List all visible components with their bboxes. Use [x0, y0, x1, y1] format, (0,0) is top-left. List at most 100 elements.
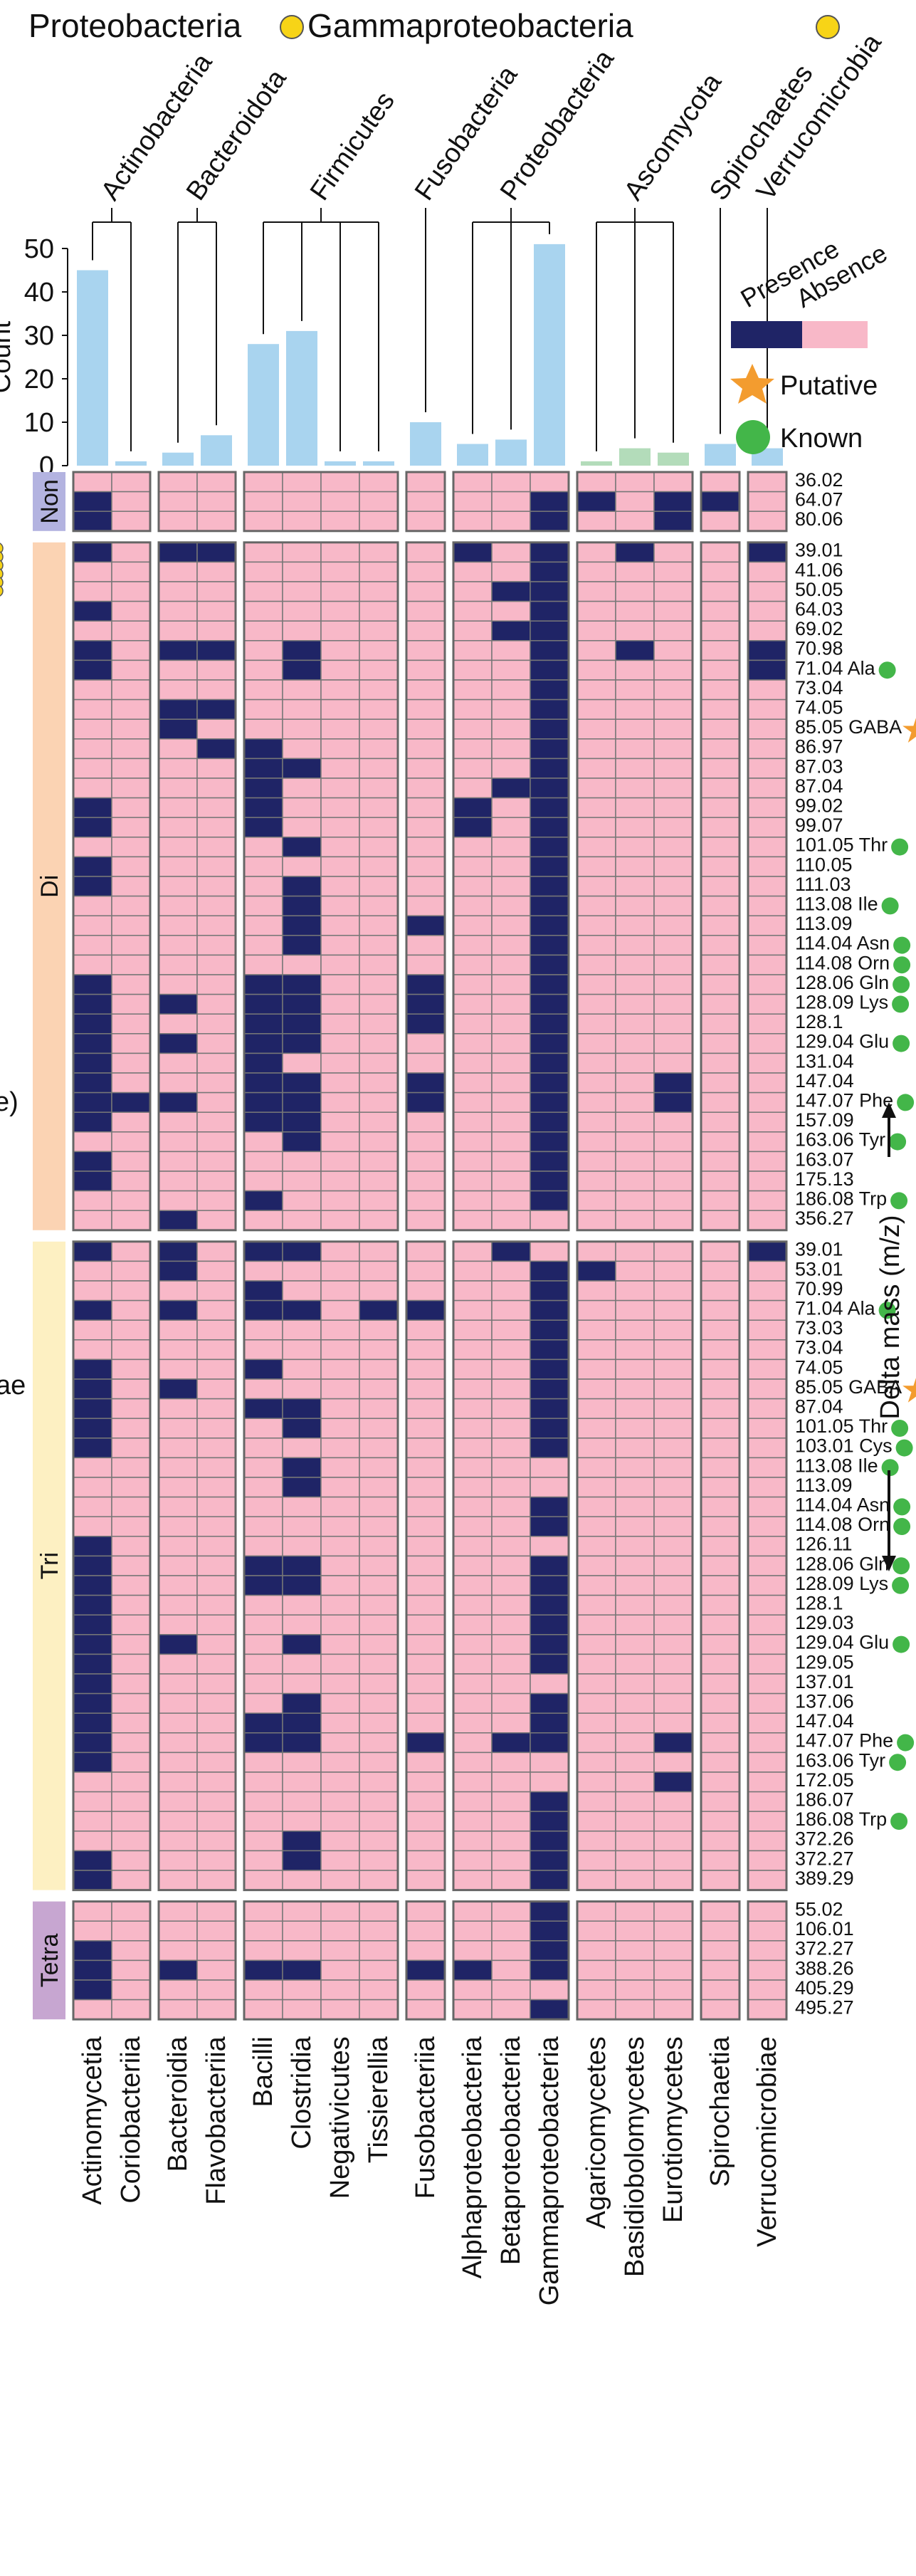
- heat-cell-presence: [73, 1752, 112, 1773]
- heat-cell-absence: [243, 659, 283, 681]
- known-marker-icon: [878, 1302, 896, 1319]
- heat-cell-absence: [615, 1151, 655, 1172]
- heat-cell-absence: [453, 1131, 493, 1153]
- heat-cell-absence: [577, 1692, 616, 1714]
- heat-cell-absence: [320, 1358, 360, 1380]
- heat-cell-absence: [700, 1752, 740, 1773]
- heat-cell-absence: [577, 1151, 616, 1172]
- heat-cell-absence: [196, 1131, 236, 1153]
- heat-cell-absence: [653, 561, 693, 582]
- heat-cell-absence: [406, 895, 446, 916]
- heat-cell-absence: [320, 1033, 360, 1054]
- heat-cell-absence: [653, 1791, 693, 1812]
- heat-cell-absence: [73, 758, 112, 779]
- heat-cell-absence: [653, 1280, 693, 1302]
- heat-cell-absence: [615, 1516, 655, 1537]
- heat-cell-presence: [653, 511, 693, 532]
- heat-cell-absence: [111, 758, 151, 779]
- heat-cell-absence: [406, 1280, 446, 1302]
- heat-cell-absence: [453, 1260, 493, 1282]
- heat-cell-absence: [243, 915, 283, 936]
- heat-cell-absence: [577, 561, 616, 582]
- phylum-block-outline: [452, 471, 570, 533]
- heat-cell-absence: [615, 1594, 655, 1616]
- heat-cell-absence: [747, 1477, 787, 1498]
- heat-cell-absence: [320, 1920, 360, 1942]
- heat-cell-presence: [243, 1241, 283, 1262]
- heat-cell-absence: [747, 1496, 787, 1517]
- heat-cell-absence: [577, 1496, 616, 1517]
- heat-cell-absence: [700, 1959, 740, 1981]
- heat-cell-absence: [282, 600, 322, 622]
- heat-cell-presence: [73, 1959, 112, 1981]
- heat-cell-absence: [577, 1771, 616, 1793]
- heat-cell-absence: [320, 1241, 360, 1262]
- mass-label: 73.03: [795, 1317, 843, 1339]
- heat-cell-absence: [653, 1260, 693, 1282]
- heat-cell-absence: [282, 1870, 322, 1891]
- heat-cell-absence: [615, 1418, 655, 1439]
- heat-cell-absence: [747, 935, 787, 956]
- heat-cell-absence: [453, 1241, 493, 1262]
- heat-cell-presence: [747, 1241, 787, 1262]
- heat-cell-absence: [359, 1979, 399, 2001]
- heat-cell-absence: [111, 1398, 151, 1419]
- heat-cell-absence: [158, 856, 198, 877]
- heat-cell-presence: [282, 1575, 322, 1596]
- heat-cell-absence: [577, 935, 616, 956]
- heat-cell-absence: [491, 1614, 531, 1635]
- heat-cell-absence: [359, 1791, 399, 1812]
- heat-cell-absence: [359, 1940, 399, 1962]
- heat-cell-absence: [747, 1850, 787, 1871]
- heat-cell-absence: [359, 640, 399, 661]
- heat-cell-absence: [73, 1771, 112, 1793]
- heat-cell-absence: [111, 659, 151, 681]
- heat-cell-absence: [577, 895, 616, 916]
- class-label-negativicutes: Negativicutes: [325, 2036, 355, 2199]
- heat-cell-presence: [577, 491, 616, 512]
- heat-cell-absence: [747, 974, 787, 995]
- heat-cell-absence: [700, 777, 740, 799]
- heat-cell-absence: [359, 679, 399, 701]
- heat-cell-presence: [530, 915, 569, 936]
- heat-cell-absence: [73, 738, 112, 760]
- heat-cell-presence: [73, 1398, 112, 1419]
- count-bar-agaricomycetes: [581, 461, 612, 466]
- heat-cell-absence: [747, 1280, 787, 1302]
- heat-cell-absence: [359, 1831, 399, 1852]
- heat-cell-absence: [359, 1131, 399, 1153]
- heat-cell-absence: [453, 1496, 493, 1517]
- heat-cell-presence: [158, 1634, 198, 1655]
- heat-cell-presence: [73, 1940, 112, 1962]
- heat-cell-absence: [453, 777, 493, 799]
- mass-label: 55.02: [795, 1898, 843, 1920]
- heat-cell-absence: [282, 1920, 322, 1942]
- heat-cell-absence: [196, 471, 236, 493]
- class-labels: Actinomycetia Coriobacteriia Bacteroidia Fl…: [78, 2036, 782, 2305]
- heat-cell-presence: [282, 1477, 322, 1498]
- heat-cell-absence: [577, 1811, 616, 1832]
- heat-cell-absence: [653, 1496, 693, 1517]
- heat-cell-absence: [577, 1900, 616, 1922]
- mass-label: 186.08 Trp: [795, 1188, 887, 1209]
- heat-cell-absence: [577, 1457, 616, 1478]
- phylum-block-outline: [72, 471, 152, 533]
- heat-cell-absence: [700, 1771, 740, 1793]
- heat-cell-absence: [453, 1013, 493, 1035]
- known-marker-icon: [889, 1133, 907, 1151]
- heat-cell-absence: [359, 1378, 399, 1400]
- heat-cell-absence: [700, 1299, 740, 1321]
- heat-cell-absence: [747, 1190, 787, 1211]
- phylum-block-outline: [72, 1240, 152, 1892]
- heat-cell-presence: [73, 1241, 112, 1262]
- heat-cell-absence: [406, 777, 446, 799]
- heat-cell-absence: [359, 777, 399, 799]
- mass-label: 111.03: [795, 874, 851, 895]
- heat-cell-absence: [453, 895, 493, 916]
- heat-cell-absence: [196, 1319, 236, 1341]
- heat-cell-absence: [577, 1791, 616, 1812]
- count-axis-title: Count: [0, 320, 16, 393]
- mass-label: 495.27: [795, 1996, 854, 2018]
- heat-cell-absence: [320, 915, 360, 936]
- heat-cell-absence: [453, 1653, 493, 1675]
